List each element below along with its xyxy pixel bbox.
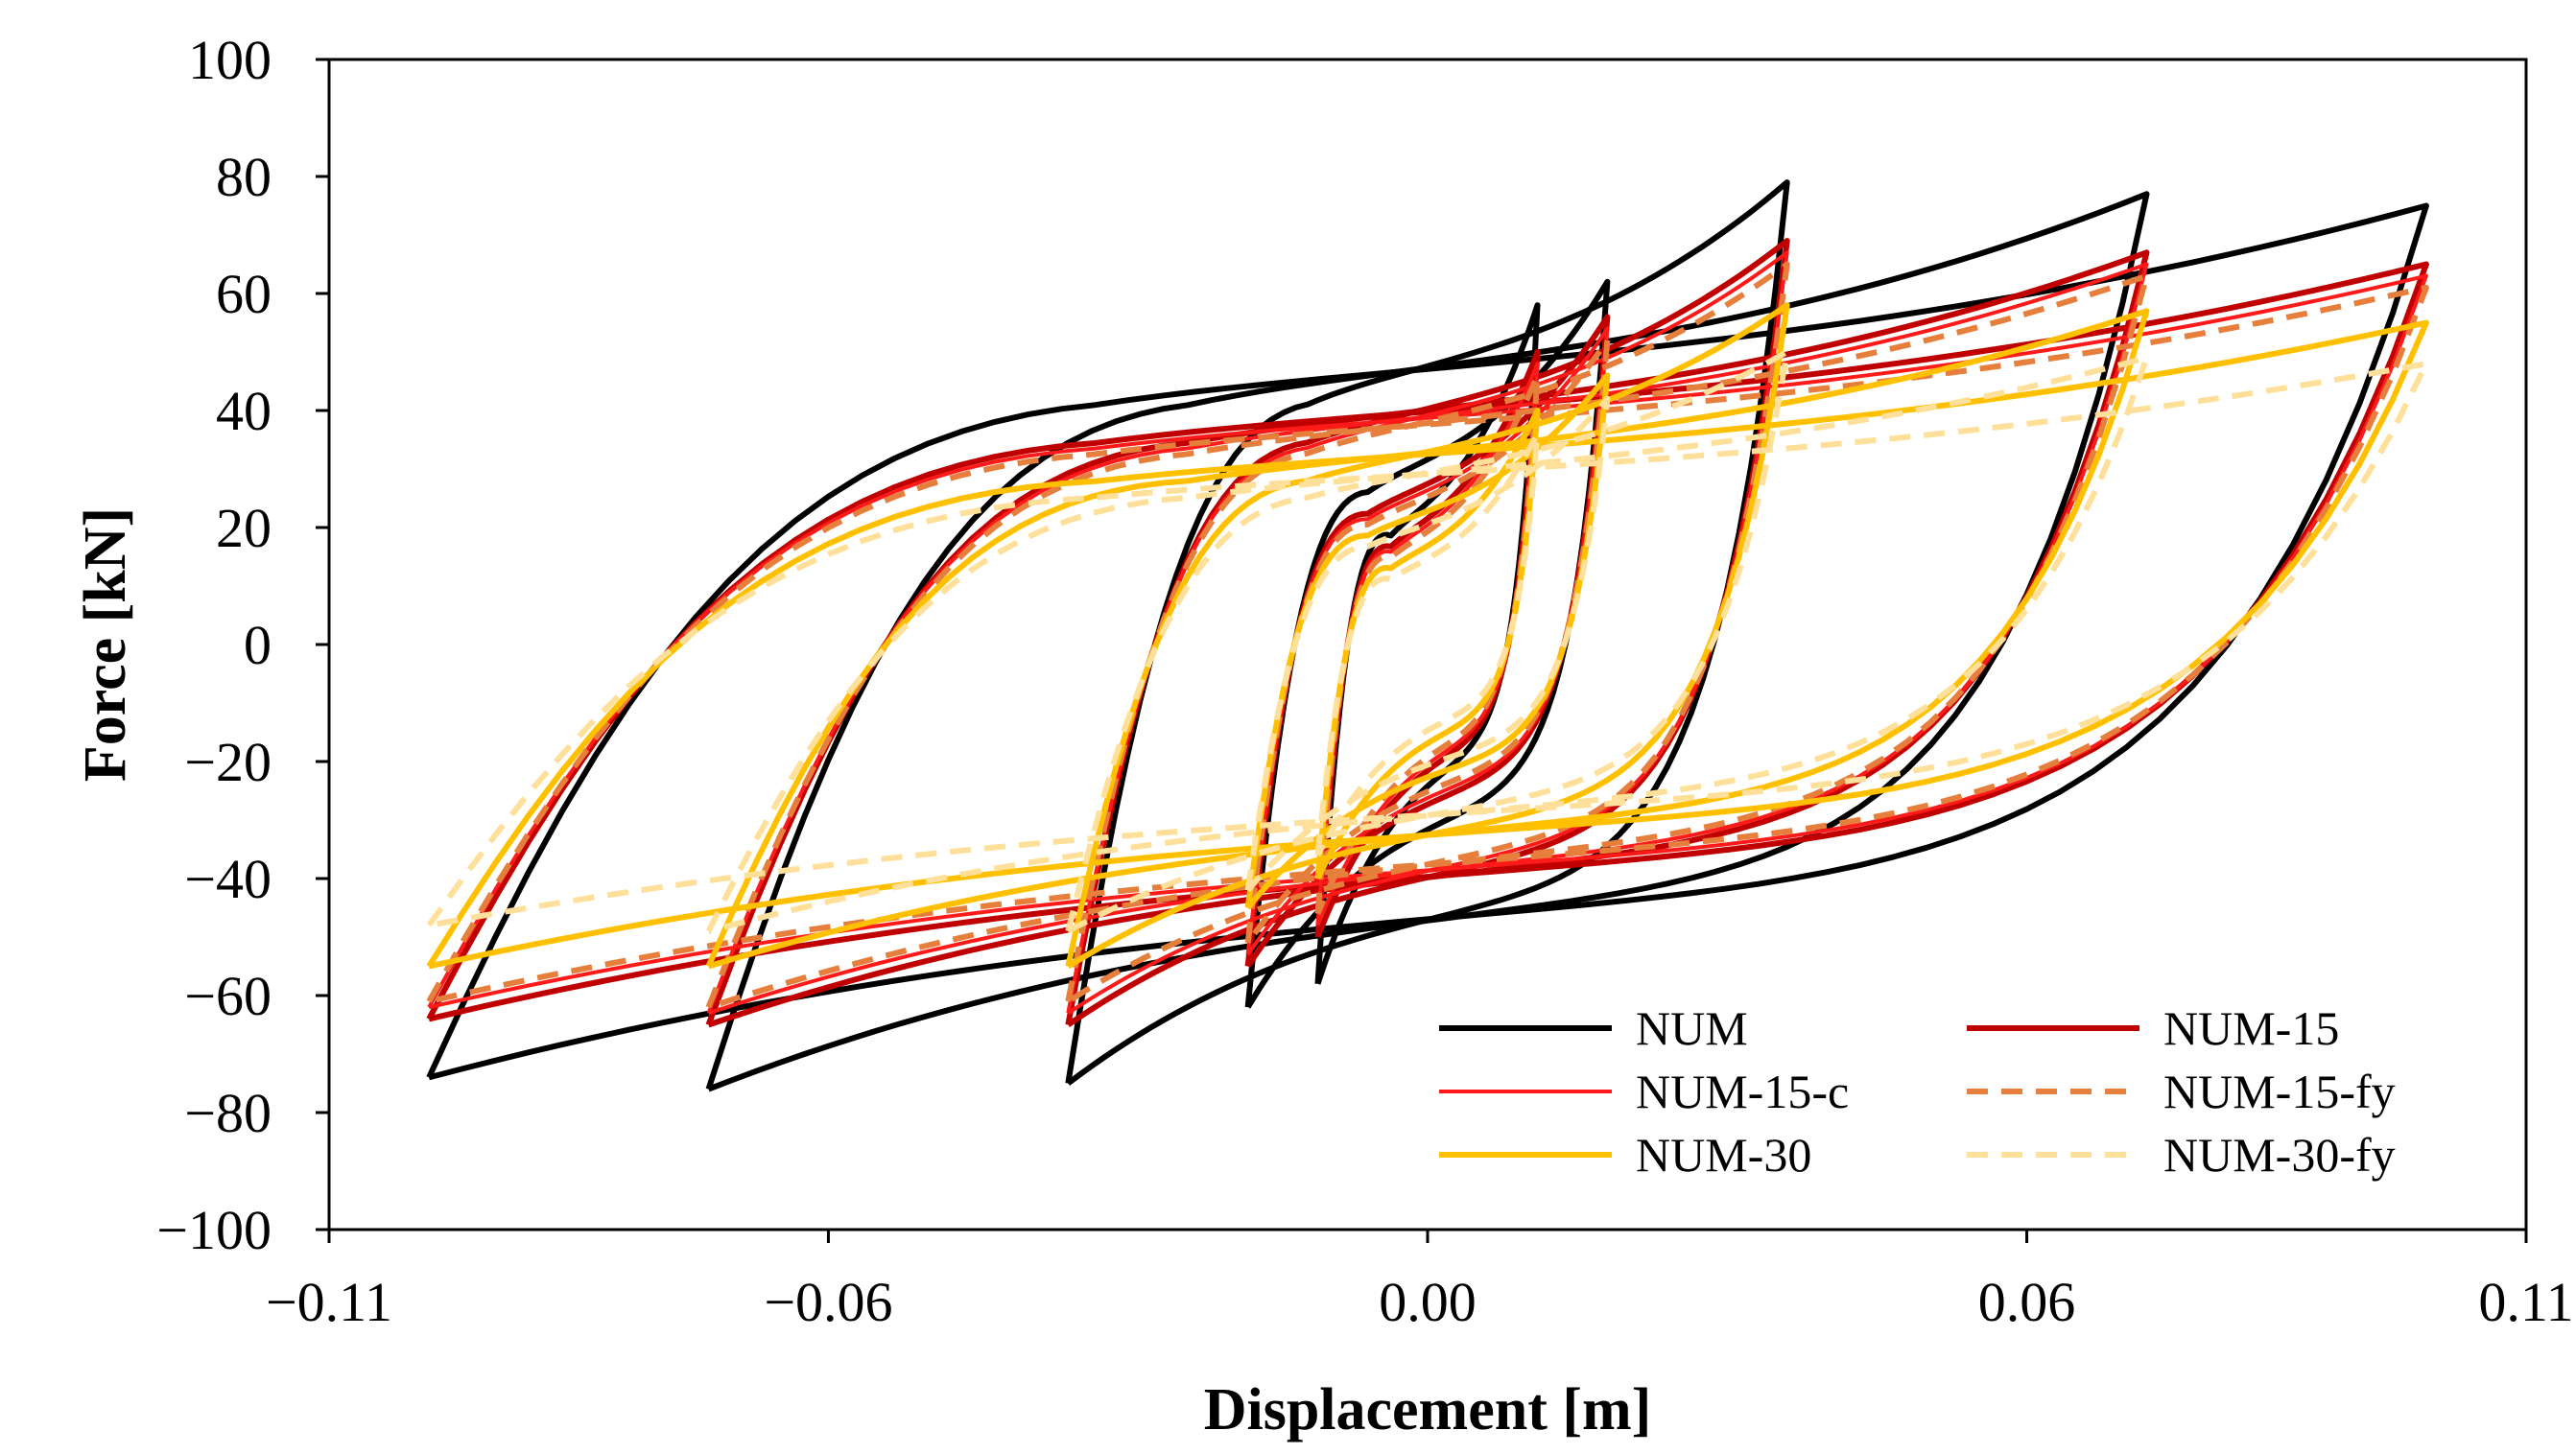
hysteresis-loop (1314, 302, 1541, 985)
hysteresis-loop (1244, 372, 1611, 910)
y-tick-label: 60 (216, 263, 272, 325)
hysteresis-loop (705, 272, 2150, 1011)
x-tick-label: 0.06 (1978, 1271, 2076, 1333)
y-tick-label: −20 (184, 731, 272, 793)
legend-label: NUM-15-fy (2163, 1065, 2396, 1118)
y-tick-label: −80 (184, 1082, 272, 1144)
hysteresis-loop (426, 284, 2429, 1005)
x-tick-label: 0.11 (2478, 1271, 2573, 1333)
legend-label: NUM-30 (1636, 1128, 1811, 1182)
hysteresis-loop (1065, 179, 1790, 1086)
hysteresis-loop (705, 308, 2150, 970)
legend: NUM NUM-15 NUM-15-c NUM-15-fy NUM-30 NUM-30-f… (1439, 1001, 2396, 1182)
hysteresis-loop (705, 249, 2150, 1028)
hysteresis-loop (1244, 395, 1611, 893)
legend-label: NUM-15 (2163, 1001, 2339, 1055)
y-tick-label: 100 (188, 29, 272, 91)
y-tick-label: 80 (216, 146, 272, 208)
series-num-15-c (427, 250, 2428, 1016)
hysteresis-loop (1065, 349, 1790, 934)
hysteresis-loop (1314, 349, 1541, 939)
y-axis-title: Force [kN] (73, 507, 138, 782)
legend-label: NUM (1636, 1001, 1748, 1055)
x-tick-label: −0.06 (764, 1271, 892, 1333)
y-tick-label: 0 (244, 614, 272, 676)
series-num-30-fy (426, 349, 2429, 934)
hysteresis-loop (426, 361, 2429, 928)
y-tick-label: −100 (156, 1199, 272, 1261)
hysteresis-loop (426, 261, 2429, 1022)
x-axis-title: Displacement [m] (1204, 1377, 1652, 1442)
series-num-15 (426, 238, 2429, 1028)
x-axis-ticks: −0.11 −0.06 0.00 0.06 0.11 (266, 1230, 2574, 1333)
hysteresis-loop (1314, 408, 1541, 880)
y-tick-label: −60 (184, 965, 272, 1027)
hysteresis-loop (426, 319, 2429, 970)
hysteresis-loop (427, 273, 2428, 1010)
hysteresis-loop (1065, 261, 1790, 1004)
y-tick-label: −40 (184, 848, 272, 910)
y-axis-ticks: 100 80 60 40 20 0 −20 −40 −60 −80 −100 (156, 29, 329, 1261)
y-tick-label: 40 (216, 380, 272, 442)
hysteresis-loop (1245, 326, 1610, 956)
y-tick-label: 20 (216, 497, 272, 559)
hysteresis-loop (1066, 250, 1789, 1015)
hysteresis-loop (706, 262, 2149, 1016)
legend-label: NUM-15-c (1636, 1065, 1849, 1118)
hysteresis-loop (1315, 362, 1540, 926)
series-curves (426, 179, 2429, 1092)
hysteresis-loop (1065, 238, 1790, 1027)
x-tick-label: 0.00 (1379, 1271, 1477, 1333)
x-tick-label: −0.11 (266, 1271, 392, 1333)
legend-label: NUM-30-fy (2163, 1128, 2396, 1182)
hysteresis-loop (1244, 337, 1611, 945)
